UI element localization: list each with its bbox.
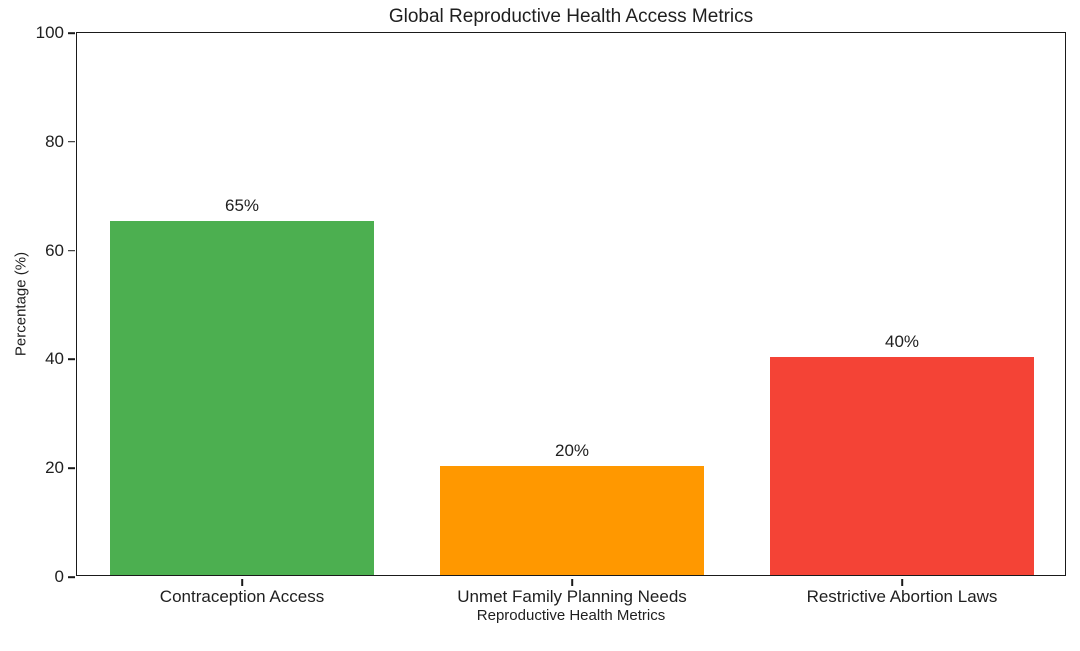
y-tick-label: 40 <box>45 349 64 369</box>
y-tick-mark <box>68 249 76 252</box>
y-axis-label: Percentage (%) <box>12 251 30 357</box>
x-tick-mark <box>241 578 243 586</box>
plot-area: 0 20 40 60 80 100 65% Contraception Access 20% Un… <box>36 23 1066 606</box>
y-tick-label: 60 <box>45 240 64 260</box>
bar <box>770 357 1034 575</box>
y-tick-mark <box>68 141 76 143</box>
y-tick-label: 80 <box>45 131 64 151</box>
x-tick-mark <box>571 578 573 586</box>
bar-value-label: 20% <box>554 441 590 461</box>
x-tick-mark <box>901 578 903 586</box>
chart-title: Global Reproductive Health Access Metric… <box>388 6 754 27</box>
x-tick-label: Unmet Family Planning Needs <box>457 587 687 606</box>
y-tick-mark <box>68 467 76 469</box>
y-tick-label: 100 <box>35 23 64 42</box>
y-tick-label: 0 <box>54 567 64 586</box>
x-axis-label: Reproductive Health Metrics <box>476 607 666 624</box>
y-tick-mark <box>68 358 76 361</box>
y-tick-mark <box>68 32 76 34</box>
y-tick-mark <box>68 576 76 578</box>
x-tick-label: Contraception Access <box>159 587 325 606</box>
bar <box>440 466 704 575</box>
bar-value-label: 65% <box>224 196 260 216</box>
bar <box>110 221 374 575</box>
x-tick-label: Restrictive Abortion Laws <box>806 587 998 606</box>
bar-value-label: 40% <box>884 332 920 352</box>
y-tick-label: 20 <box>45 458 64 478</box>
